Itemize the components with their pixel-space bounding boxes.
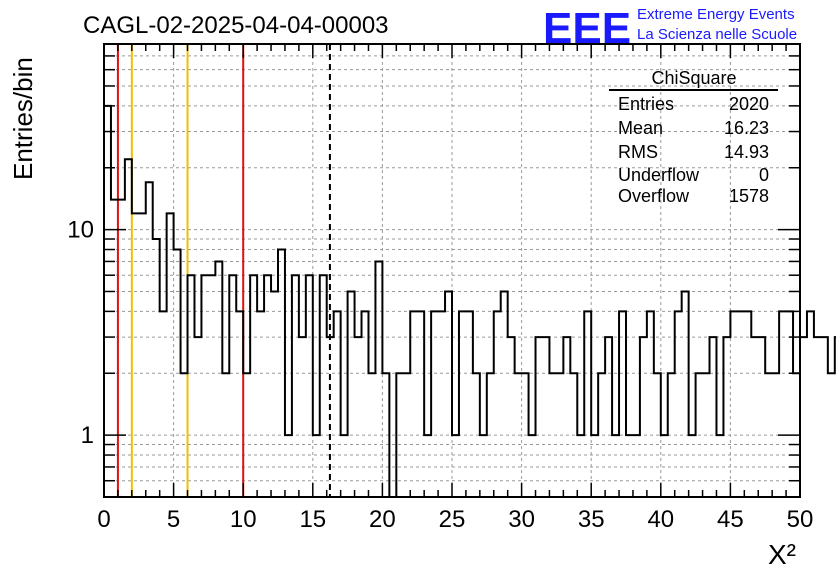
stats-value: 1578	[729, 186, 769, 206]
grid-lines	[104, 44, 800, 497]
x-tick-label: 40	[647, 506, 674, 533]
x-tick-label: 35	[578, 506, 605, 533]
y-tick-label: 10	[67, 217, 94, 244]
y-tick-label: 1	[81, 422, 94, 449]
x-tick-label: 5	[167, 506, 180, 533]
stats-label: RMS	[618, 142, 658, 162]
stats-label: Underflow	[618, 165, 700, 185]
marker-lines	[116, 44, 331, 497]
eee-logo: EEE	[543, 4, 631, 53]
stats-label: Entries	[618, 94, 674, 114]
stats-label: Overflow	[618, 186, 690, 206]
tick-labels: 0 5 10 15 20 25 30 35 40 45 50 1 10	[67, 217, 813, 533]
stats-label: Mean	[618, 118, 663, 138]
stats-value: 0	[759, 165, 769, 185]
y-axis-label: Entries/bin	[8, 57, 38, 180]
logo-subtitle-2: La Scienza nelle Scuole	[637, 26, 797, 43]
stats-box: ChiSquare Entries 2020 Mean 16.23 RMS 14…	[609, 68, 778, 206]
histogram-line	[103, 104, 836, 498]
stats-value: 2020	[729, 94, 769, 114]
x-tick-label: 10	[230, 506, 257, 533]
x-tick-label: 50	[787, 506, 814, 533]
stats-title: ChiSquare	[651, 68, 736, 88]
x-tick-label: 15	[299, 506, 326, 533]
logo-subtitle-1: Extreme Energy Events	[637, 6, 795, 23]
x-tick-label: 30	[508, 506, 535, 533]
chart-title: CAGL-02-2025-04-04-00003	[83, 12, 389, 39]
x-axis-label: X²	[768, 539, 796, 570]
stats-value: 14.93	[724, 142, 769, 162]
axis-ticks	[103, 43, 801, 498]
stats-value: 16.23	[724, 118, 769, 138]
x-tick-label: 25	[439, 506, 466, 533]
x-tick-label: 0	[97, 506, 110, 533]
x-tick-label: 45	[717, 506, 744, 533]
x-tick-label: 20	[369, 506, 396, 533]
